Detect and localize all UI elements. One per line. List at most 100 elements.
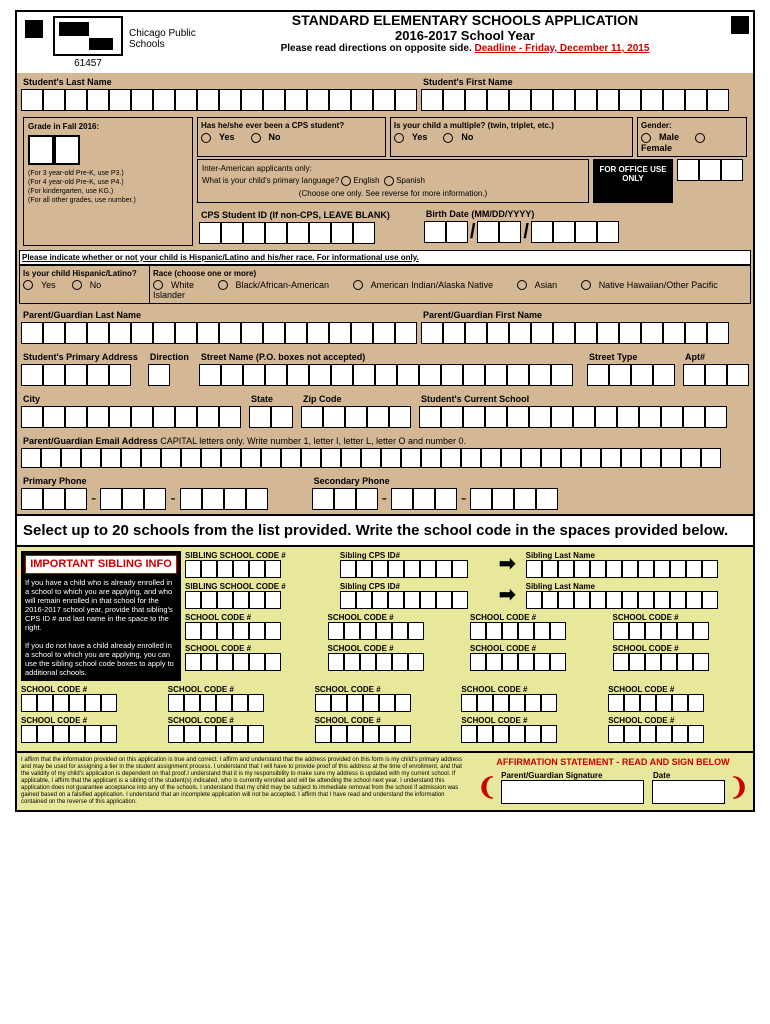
direction-input[interactable] — [146, 362, 193, 388]
instructions-line: Please read directions on opposite side.… — [203, 43, 727, 54]
schools-grid: SIBLING SCHOOL CODE # Sibling CPS ID# ➡ … — [185, 551, 749, 681]
primary-phone-input[interactable]: -- — [19, 486, 270, 512]
birth-date-label: Birth Date (MM/DD/YYYY) — [422, 207, 621, 219]
secondary-phone-label: Secondary Phone — [310, 474, 561, 486]
male-radio[interactable]: Male — [641, 132, 687, 142]
secondary-phone-input[interactable]: -- — [310, 486, 561, 512]
hisp-no-radio[interactable]: No — [72, 280, 110, 290]
school-code-input[interactable] — [608, 694, 749, 712]
cps-yes-radio[interactable]: Yes — [201, 132, 243, 142]
zip-input[interactable] — [299, 404, 413, 430]
first-name-label: Student's First Name — [419, 75, 751, 87]
birth-date-input[interactable]: // — [422, 219, 621, 246]
grade-input[interactable] — [28, 135, 188, 165]
school-code-input[interactable] — [315, 694, 456, 712]
cps-id-input[interactable] — [197, 220, 394, 246]
school-code-input[interactable] — [315, 725, 456, 743]
gender-question: Gender: MaleFemale — [637, 117, 747, 157]
school-code-input[interactable] — [461, 694, 602, 712]
city-input[interactable] — [19, 404, 243, 430]
school-code-input[interactable] — [608, 725, 749, 743]
cps-id-label: CPS Student ID (If non-CPS, LEAVE BLANK) — [197, 208, 394, 220]
barcode-number: 61457 — [53, 58, 123, 69]
zip-label: Zip Code — [299, 392, 413, 404]
direction-label: Direction — [146, 350, 193, 362]
email-label: Parent/Guardian Email Address CAPITAL le… — [19, 434, 751, 446]
school-code-input[interactable] — [185, 653, 322, 671]
arrow-icon: ➡ — [495, 582, 520, 609]
last-name-label: Student's Last Name — [19, 75, 419, 87]
school-code-input[interactable] — [185, 622, 322, 640]
sibling-cps-1[interactable] — [340, 560, 489, 578]
street-label: Street Name (P.O. boxes not accepted) — [197, 350, 581, 362]
apt-input[interactable] — [681, 362, 751, 388]
ethnicity-header: Please indicate whether or not your chil… — [19, 250, 751, 265]
school-code-input[interactable] — [461, 725, 602, 743]
race-white-radio[interactable]: White — [153, 280, 202, 290]
student-info-section: Student's Last Name Student's First Name… — [17, 73, 753, 514]
schools-section: IMPORTANT SIBLING INFO If you have a chi… — [17, 547, 753, 685]
signature-input[interactable] — [501, 780, 644, 804]
sibling-school-1[interactable] — [185, 560, 334, 578]
apt-label: Apt# — [681, 350, 751, 362]
arrow-icon: ➡ — [495, 551, 520, 578]
city-label: City — [19, 392, 243, 404]
cps-no-radio[interactable]: No — [251, 132, 289, 142]
deadline-text: Deadline - Friday, December 11, 2015 — [475, 43, 650, 54]
corner-square-right — [731, 16, 749, 34]
sibling-school-2[interactable] — [185, 591, 334, 609]
english-radio[interactable]: English — [341, 176, 379, 185]
first-name-input[interactable] — [419, 87, 751, 113]
parent-last-input[interactable] — [19, 320, 419, 346]
mult-yes-radio[interactable]: Yes — [394, 132, 436, 142]
race-asian-radio[interactable]: Asian — [517, 280, 566, 290]
multiple-question: Is your child a multiple? (twin, triplet… — [390, 117, 633, 157]
school-year: 2016-2017 School Year — [203, 28, 727, 43]
school-code-input[interactable] — [613, 622, 750, 640]
parent-first-label: Parent/Guardian First Name — [419, 308, 751, 320]
school-code-input[interactable] — [613, 653, 750, 671]
school-code-input[interactable] — [21, 694, 162, 712]
state-label: State — [247, 392, 295, 404]
ethnicity-row: Is your child Hispanic/Latino? YesNo Rac… — [19, 265, 751, 305]
current-school-label: Student's Current School — [417, 392, 751, 404]
cps-student-question: Has he/she ever been a CPS student? YesN… — [197, 117, 386, 157]
sibling-last-2[interactable] — [526, 591, 749, 609]
school-code-input[interactable] — [21, 725, 162, 743]
email-input[interactable] — [19, 446, 751, 470]
header-row: 61457 Chicago Public Schools STANDARD EL… — [17, 12, 753, 73]
race-native-radio[interactable]: American Indian/Alaska Native — [353, 280, 502, 290]
school-code-input[interactable] — [328, 622, 465, 640]
hisp-yes-radio[interactable]: Yes — [23, 280, 64, 290]
school-code-input[interactable] — [470, 622, 607, 640]
address-num-input[interactable] — [19, 362, 142, 388]
street-input[interactable] — [197, 362, 581, 388]
corner-square-left — [25, 20, 43, 38]
state-input[interactable] — [247, 404, 295, 430]
sibling-last-1[interactable] — [526, 560, 749, 578]
school-code-input[interactable] — [328, 653, 465, 671]
school-code-input[interactable] — [168, 694, 309, 712]
street-type-input[interactable] — [585, 362, 677, 388]
bracket-right-icon: ❩ — [729, 773, 749, 802]
last-name-input[interactable] — [19, 87, 419, 113]
sibling-cps-2[interactable] — [340, 591, 489, 609]
school-code-input[interactable] — [168, 725, 309, 743]
schools-header: Select up to 20 schools from the list pr… — [17, 514, 753, 547]
office-use-box: FOR OFFICE USE ONLY — [593, 159, 673, 203]
address-label: Student's Primary Address — [19, 350, 142, 362]
parent-first-input[interactable] — [419, 320, 751, 346]
date-input[interactable] — [652, 780, 725, 804]
main-title: STANDARD ELEMENTARY SCHOOLS APPLICATION — [203, 12, 727, 28]
sibling-title: IMPORTANT SIBLING INFO — [25, 555, 177, 574]
current-school-input[interactable] — [417, 404, 751, 430]
spanish-radio[interactable]: Spanish — [384, 176, 425, 185]
race-black-radio[interactable]: Black/African-American — [218, 280, 338, 290]
mult-no-radio[interactable]: No — [443, 132, 481, 142]
affirmation-section: I affirm that the information provided o… — [17, 751, 753, 809]
title-block: STANDARD ELEMENTARY SCHOOLS APPLICATION … — [203, 12, 727, 54]
grade-label: Grade in Fall 2016: — [28, 122, 188, 131]
school-code-input[interactable] — [470, 653, 607, 671]
affirmation-title: AFFIRMATION STATEMENT - READ AND SIGN BE… — [477, 757, 749, 767]
language-section: Inter-American applicants only: What is … — [197, 159, 589, 203]
